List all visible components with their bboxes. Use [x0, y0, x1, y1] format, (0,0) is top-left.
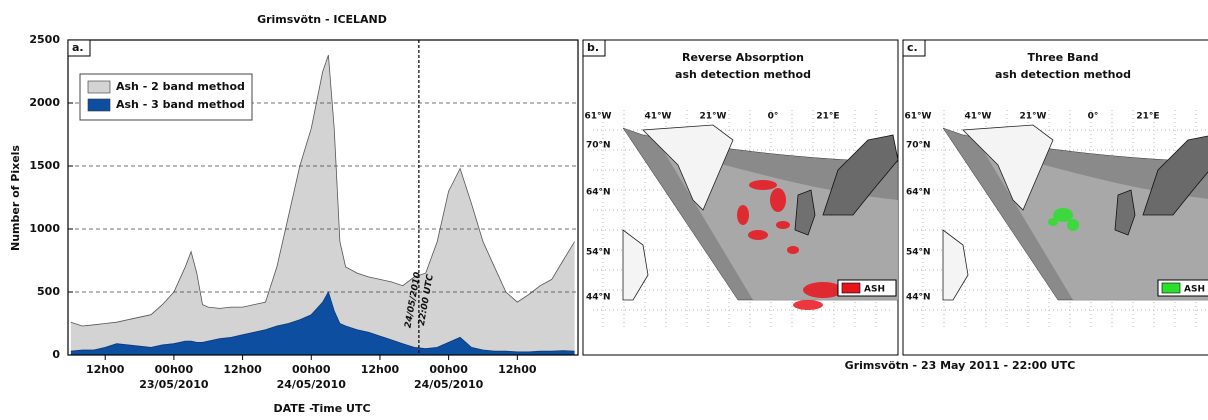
x-tick-label: 00h00 — [155, 363, 194, 376]
british-isles — [794, 189, 816, 236]
legend-label: Ash - 2 band method — [116, 80, 245, 93]
ash-pixels — [749, 180, 777, 190]
map-label-box — [582, 39, 606, 57]
lon-label: 21°E — [816, 112, 839, 122]
map-label-box — [902, 39, 926, 57]
area-line — [70, 54, 575, 327]
ash-pixels — [1053, 208, 1073, 222]
lat-label: 54°N — [586, 248, 611, 258]
map-legend-swatch — [1161, 282, 1181, 294]
panel-label: a. — [72, 41, 84, 54]
legend-swatch — [87, 80, 111, 94]
plot-frame — [67, 39, 579, 356]
ash-pixels — [1067, 219, 1079, 231]
scandinavia — [822, 134, 899, 216]
y-tick-label: 0 — [52, 348, 60, 361]
lon-label: 21°E — [1136, 112, 1159, 122]
lon-label: 21°W — [700, 112, 727, 122]
x-tick-label: 00h00 — [429, 363, 468, 376]
x-date-label: 24/05/2010 — [277, 378, 347, 391]
british-isles — [1114, 189, 1136, 236]
ash-pixels — [737, 205, 749, 225]
map-legend-label: ASH — [1184, 285, 1205, 295]
x-date-label: 24/05/2010 — [414, 378, 484, 391]
ash-pixels — [793, 300, 823, 310]
area-fill — [70, 292, 575, 355]
greenland — [642, 124, 734, 211]
lon-label: 21°W — [1020, 112, 1047, 122]
legend-swatch — [87, 98, 111, 112]
north-america — [622, 229, 649, 301]
y-tick-label: 1000 — [29, 222, 60, 235]
ash-pixels — [770, 188, 786, 212]
y-tick-label: 1500 — [29, 159, 60, 172]
north-america — [942, 229, 969, 301]
lon-label: 0° — [1088, 112, 1099, 122]
lon-label: 61°W — [585, 112, 612, 122]
lat-label: 64°N — [586, 188, 611, 198]
ash-pixels — [748, 230, 768, 240]
ash-pixels — [803, 282, 843, 298]
y-tick-label: 2000 — [29, 96, 60, 109]
y-tick-label: 500 — [37, 285, 60, 298]
ash-pixels — [787, 246, 799, 254]
lat-label: 44°N — [906, 293, 931, 303]
lat-label: 64°N — [906, 188, 931, 198]
x-tick-label: 00h00 — [292, 363, 331, 376]
x-tick-label: 12h00 — [223, 363, 262, 376]
legend-label: Ash - 3 band method — [116, 98, 245, 111]
map-label: b. — [587, 41, 599, 54]
lon-label: 61°W — [905, 112, 932, 122]
map-legend-swatch — [841, 282, 861, 294]
maps: b. Reverse Absorption ash detection method… — [582, 39, 1208, 356]
ash-pixels — [776, 221, 790, 229]
lat-label: 70°N — [586, 141, 611, 151]
lon-label: 41°W — [965, 112, 992, 122]
scandinavia — [1142, 135, 1208, 216]
lon-label: 0° — [768, 112, 779, 122]
x-date-label: 23/05/2010 — [139, 378, 209, 391]
x-axis-label: DATE -Time UTC — [273, 402, 370, 415]
x-tick-label: 12h00 — [86, 363, 125, 376]
map-legend-label: ASH — [864, 285, 885, 295]
greenland — [962, 124, 1054, 211]
ash-pixels — [1048, 218, 1058, 226]
map-title: ash detection method — [995, 68, 1131, 81]
map-title: ash detection method — [675, 68, 811, 81]
map-label: c. — [907, 41, 918, 54]
y-tick-label: 2500 — [29, 33, 60, 46]
lat-label: 54°N — [906, 248, 931, 258]
caption: Grimsvötn - 23 May 2011 - 22:00 UTC — [845, 359, 1076, 372]
area-line — [70, 290, 575, 353]
x-tick-label: 12h00 — [361, 363, 400, 376]
map-title: Reverse Absorption — [682, 51, 804, 64]
lon-label: 41°W — [645, 112, 672, 122]
chart-title: Grimsvötn - ICELAND — [257, 13, 387, 26]
x-tick-label: 12h00 — [498, 363, 537, 376]
lat-label: 44°N — [586, 293, 611, 303]
y-axis-label: Number of Pixels — [9, 145, 22, 251]
map-title: Three Band — [1027, 51, 1098, 64]
swath-shade — [983, 150, 1208, 300]
panel-label-box — [67, 39, 91, 57]
area-fill — [70, 55, 575, 355]
lat-label: 70°N — [906, 141, 931, 151]
